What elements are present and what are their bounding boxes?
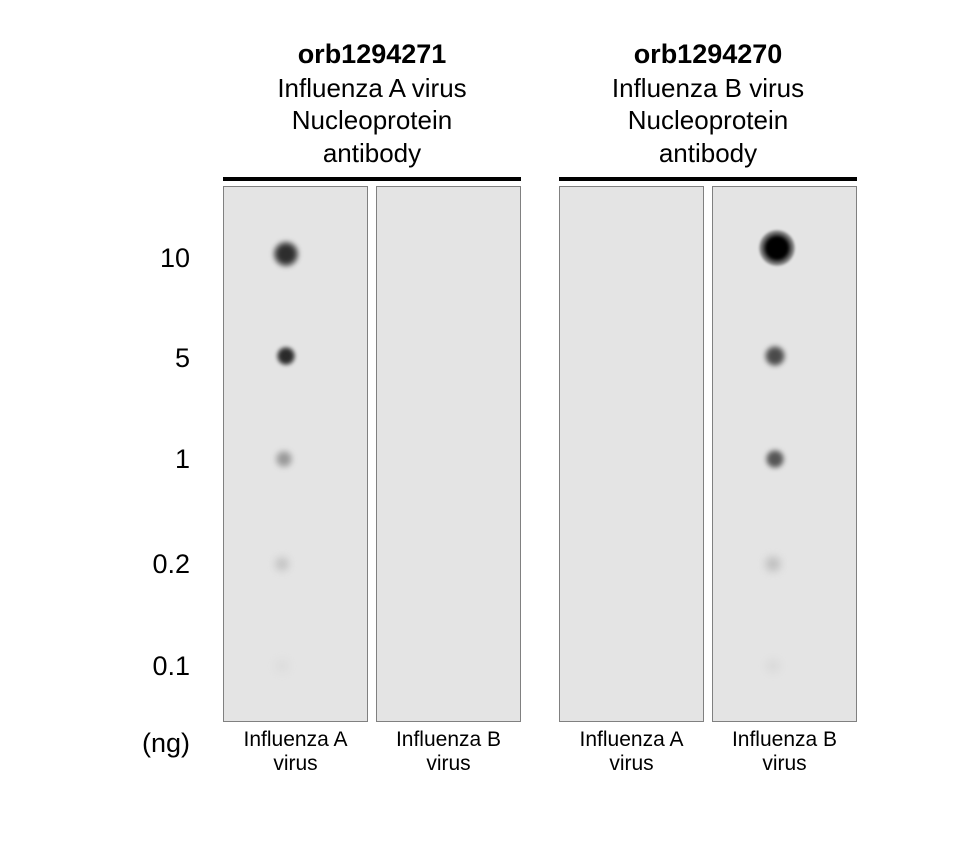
strip-label-line: virus	[702, 752, 867, 776]
strip-label-line: Influenza B	[702, 728, 867, 752]
blot-strip	[223, 186, 368, 722]
strip-label-line: virus	[213, 752, 378, 776]
unit-label: (ng)	[142, 728, 190, 759]
strip-label-line: Influenza A	[213, 728, 378, 752]
strip-label: Influenza Avirus	[549, 728, 714, 776]
row-label: 0.2	[152, 549, 190, 580]
panel-header: orb1294271Influenza A virusNucleoprotein…	[202, 38, 542, 169]
strip-label-line: Influenza B	[366, 728, 531, 752]
blot-strip	[376, 186, 521, 722]
panel-header-line: Nucleoprotein	[202, 104, 542, 137]
panel-header-bar	[559, 177, 857, 181]
panel-header-line: Influenza A virus	[202, 72, 542, 105]
panel-header-bar	[223, 177, 521, 181]
strip-label: Influenza Bvirus	[366, 728, 531, 776]
blot-strip	[712, 186, 857, 722]
blot-dot	[272, 241, 299, 268]
strip-label-line: Influenza A	[549, 728, 714, 752]
panel-header-line: antibody	[538, 137, 878, 170]
blot-dot	[275, 450, 293, 468]
panel-header-line: Nucleoprotein	[538, 104, 878, 137]
panel-header-line: antibody	[202, 137, 542, 170]
panel-header-bold: orb1294270	[538, 38, 878, 72]
blot-dot	[764, 345, 786, 367]
blot-dot	[766, 659, 780, 673]
strip-label-line: virus	[549, 752, 714, 776]
row-label: 1	[175, 444, 190, 475]
blot-dot	[759, 230, 795, 266]
panel-header-bold: orb1294271	[202, 38, 542, 72]
blot-dot	[275, 659, 289, 673]
strip-label: Influenza Avirus	[213, 728, 378, 776]
blot-strip	[559, 186, 704, 722]
blot-dot	[764, 555, 782, 573]
row-label: 5	[175, 343, 190, 374]
strip-label-line: virus	[366, 752, 531, 776]
blot-dot	[276, 346, 296, 366]
panel-header-line: Influenza B virus	[538, 72, 878, 105]
panel-header: orb1294270Influenza B virusNucleoprotein…	[538, 38, 878, 169]
row-label: 10	[160, 243, 190, 274]
blot-dot	[765, 449, 785, 469]
strip-label: Influenza Bvirus	[702, 728, 867, 776]
row-label: 0.1	[152, 651, 190, 682]
blot-dot	[274, 556, 290, 572]
